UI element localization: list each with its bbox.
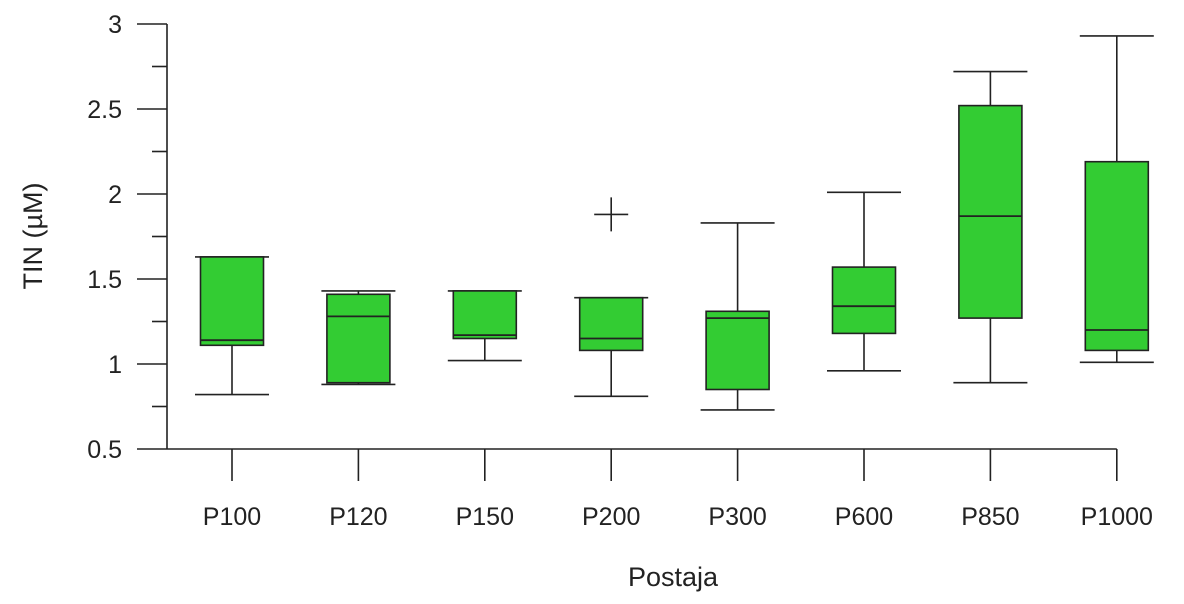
box-group-p150 [447,290,522,362]
x-tick-label: P600 [835,503,893,531]
x-tick-label: P300 [708,503,766,531]
y-tick-label: 2.5 [87,96,122,124]
y-tick-label: 1.5 [87,266,122,294]
y-axis-title: TIN (µM) [18,182,48,289]
axes-layer: 0.5 1 1.5 2 2.5 3 P100 P120 P150 P200 P300 P600 P850… [87,11,1153,531]
x-tick-label: P850 [961,503,1019,531]
x-tick-label: P200 [582,503,640,531]
box [705,310,770,391]
box [1084,160,1150,352]
box-group-p1000 [1079,35,1154,364]
box [326,293,391,384]
x-tick-label: P1000 [1081,503,1153,531]
boxes-layer [195,35,1154,411]
box [578,296,644,352]
x-tick-label: P150 [456,503,514,531]
box [831,266,897,335]
box-group-p600 [827,191,901,372]
y-tick-label: 3 [108,11,122,39]
box [199,256,265,347]
y-tick-label: 2 [108,181,122,209]
box-group-p850 [953,70,1028,384]
box-group-p100 [195,256,269,396]
box-group-p300 [700,222,775,411]
box [958,104,1023,319]
x-axis-title: Postaja [628,562,719,592]
y-tick-label: 1 [108,351,122,379]
box-group-p120 [321,290,396,386]
x-tick-label: P120 [329,503,387,531]
y-tick-label: 0.5 [87,436,122,464]
box-group-p200 [574,197,649,398]
outlier-marker [594,197,629,232]
x-tick-label: P100 [203,503,261,531]
box [452,290,518,340]
